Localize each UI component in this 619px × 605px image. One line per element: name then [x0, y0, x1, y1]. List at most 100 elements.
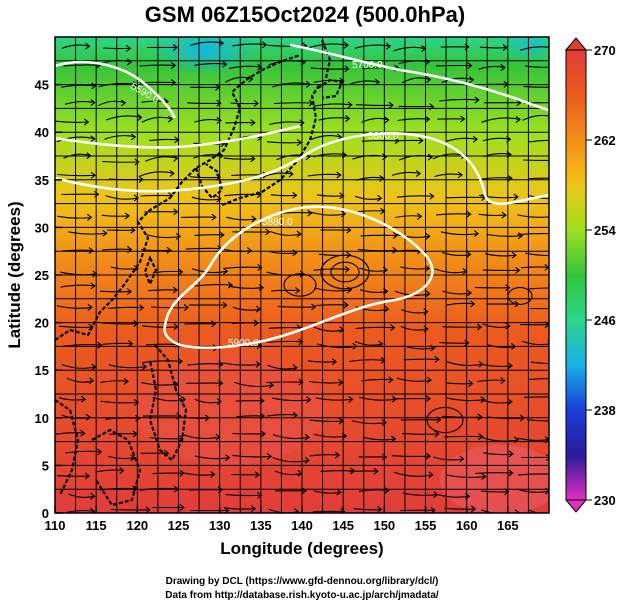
- streamline-arrow: [381, 419, 388, 426]
- streamline-arrow: [90, 282, 96, 290]
- streamline-arrow: [377, 194, 383, 202]
- streamline: [520, 46, 549, 51]
- streamline-arrow: [120, 99, 127, 107]
- streamline: [267, 44, 307, 47]
- streamline-arrow: [177, 357, 184, 365]
- streamline-arrow: [468, 380, 474, 387]
- x-tick-label: 165: [497, 518, 519, 533]
- streamline: [139, 171, 175, 177]
- streamline-arrow: [218, 39, 225, 47]
- contour-5700-right: [289, 43, 549, 112]
- streamline-arrow: [246, 247, 253, 255]
- streamline: [56, 432, 85, 435]
- streamline-arrow: [130, 133, 137, 141]
- streamline-arrow: [85, 42, 91, 50]
- streamline: [436, 213, 471, 216]
- streamline-arrow: [296, 139, 303, 146]
- streamline: [528, 509, 541, 513]
- streamline: [268, 326, 302, 329]
- streamline: [320, 470, 355, 472]
- streamline-arrow: [298, 378, 304, 386]
- streamline: [104, 135, 136, 140]
- map-area: 5700.0 5800.0 5880.0 5900.0 5590.0: [55, 37, 562, 515]
- streamline-arrow: [392, 232, 399, 239]
- streamline: [100, 380, 129, 384]
- streamline: [446, 361, 483, 367]
- streamline: [400, 266, 430, 270]
- streamline-arrow: [250, 505, 257, 513]
- streamline: [480, 399, 512, 404]
- streamline: [228, 65, 262, 70]
- streamline: [359, 267, 388, 272]
- x-tick-label: 130: [209, 518, 231, 533]
- colorbar-tick-label: 230: [594, 493, 616, 508]
- streamline-arrow: [255, 360, 261, 368]
- streamline-arrow: [183, 304, 190, 311]
- streamline-arrow: [381, 453, 388, 461]
- streamline: [224, 266, 262, 269]
- streamline-arrow: [382, 153, 388, 161]
- contour-5880: [55, 132, 549, 205]
- streamline: [148, 289, 178, 292]
- streamline-arrow: [553, 509, 557, 515]
- streamline: [110, 266, 139, 270]
- streamline-arrow: [102, 229, 108, 237]
- streamline-arrow: [126, 58, 133, 66]
- streamline-arrow: [500, 377, 506, 385]
- streamline-arrow: [145, 506, 151, 513]
- y-tick-label: 30: [35, 220, 49, 235]
- coastline-sakhalin: [320, 39, 332, 79]
- streamline: [397, 118, 430, 122]
- streamline: [349, 359, 385, 363]
- streamline-arrow: [266, 452, 273, 460]
- streamline: [270, 230, 301, 236]
- coastline-philippines: [148, 344, 188, 462]
- streamline: [313, 287, 352, 292]
- streamline: [96, 469, 124, 473]
- streamline-arrow: [268, 381, 275, 389]
- streamline: [223, 507, 256, 510]
- warm-region-east: [440, 445, 549, 513]
- streamline: [528, 378, 549, 381]
- streamline-arrow: [255, 305, 262, 313]
- streamline-arrow: [558, 100, 562, 106]
- streamline: [193, 154, 224, 159]
- streamline-arrow: [545, 453, 549, 461]
- streamline-arrow: [216, 398, 222, 405]
- streamline-arrow: [426, 376, 432, 384]
- streamline-arrow: [253, 99, 260, 107]
- streamline: [194, 455, 230, 460]
- streamline-arrow: [257, 63, 263, 71]
- streamline-arrow: [384, 305, 390, 313]
- streamline: [267, 364, 298, 370]
- streamline-arrow: [90, 99, 96, 107]
- streamline-arrow: [507, 398, 513, 406]
- streamline: [315, 397, 353, 401]
- streamline: [194, 234, 224, 236]
- streamline-arrow: [343, 301, 349, 309]
- streamline: [354, 340, 383, 346]
- y-tick-label: 0: [42, 506, 49, 521]
- streamline: [480, 490, 509, 493]
- streamline: [481, 117, 521, 123]
- streamline-arrow: [134, 158, 140, 166]
- streamline: [61, 84, 96, 88]
- streamline: [441, 77, 474, 84]
- streamline: [351, 420, 387, 425]
- streamline: [61, 363, 96, 369]
- streamline-arrow: [390, 324, 396, 332]
- streamline: [223, 362, 260, 366]
- coastline-borneo: [91, 428, 142, 507]
- y-tick-label: 35: [35, 173, 49, 188]
- streamline-arrow: [251, 215, 257, 223]
- streamline: [354, 44, 391, 49]
- streamline: [102, 160, 139, 163]
- streamline: [307, 173, 341, 177]
- streamline-arrow: [254, 471, 261, 479]
- streamline-arrow: [515, 116, 521, 123]
- streamline-arrow: [80, 395, 87, 403]
- streamline-arrow: [429, 192, 435, 200]
- streamline: [187, 102, 221, 105]
- streamline: [483, 452, 513, 456]
- streamline: [439, 98, 479, 102]
